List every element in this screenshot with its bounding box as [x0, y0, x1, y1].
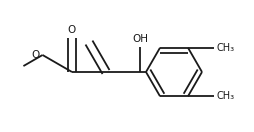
- Text: CH₃: CH₃: [216, 91, 235, 101]
- Text: O: O: [68, 25, 76, 35]
- Text: CH₃: CH₃: [216, 43, 235, 53]
- Text: O: O: [31, 50, 40, 60]
- Text: OH: OH: [132, 34, 148, 44]
